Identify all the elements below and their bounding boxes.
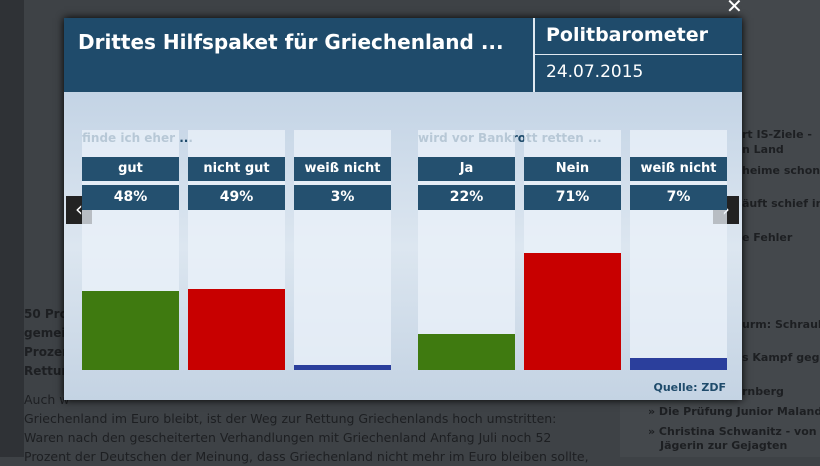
bar xyxy=(524,252,621,370)
text: Auch w xyxy=(24,392,70,407)
text: 50 Pro xyxy=(24,307,68,321)
date: 24.07.2015 xyxy=(546,62,644,82)
category-label: weiß nicht xyxy=(294,157,391,181)
link[interactable]: s Kampf gegen xyxy=(742,351,820,364)
divider xyxy=(535,54,742,55)
link[interactable]: » Die Prüfung Junior Malanda xyxy=(648,405,820,418)
brand: Politbarometer xyxy=(546,24,708,46)
link[interactable]: urm: Schraube, xyxy=(742,318,820,331)
close-button[interactable]: ✕ xyxy=(726,0,743,18)
lightbox: Drittes Hilfspaket für Griechenland ... … xyxy=(64,18,742,400)
value-label: 71% xyxy=(524,185,621,210)
category-label: nicht gut xyxy=(188,157,285,181)
link[interactable]: e Fehler xyxy=(742,231,793,244)
text: Griechenland im Euro bleibt, ist der Weg… xyxy=(24,411,557,426)
bar xyxy=(294,365,391,370)
bar xyxy=(630,358,727,370)
title: Drittes Hilfspaket für Griechenland ... xyxy=(78,30,504,54)
category-label: gut xyxy=(82,157,179,181)
link[interactable]: heime schon xyxy=(742,164,820,177)
category-label: weiß nicht xyxy=(630,157,727,181)
link[interactable]: n Land xyxy=(742,143,784,156)
text: gemei xyxy=(24,326,66,340)
value-label: 49% xyxy=(188,185,285,210)
bar xyxy=(82,290,179,370)
category-label: Nein xyxy=(524,157,621,181)
bar xyxy=(418,333,515,370)
link[interactable]: Jägerin zur Gejagten xyxy=(660,439,788,452)
link[interactable]: äuft schief in xyxy=(742,197,820,210)
left-text: 50 Pro gemei Prozen Rettun xyxy=(24,305,71,381)
category-label: Ja xyxy=(418,157,515,181)
text: Prozen xyxy=(24,345,71,359)
page-edge xyxy=(0,0,24,457)
bar xyxy=(188,289,285,370)
divider xyxy=(533,18,535,92)
link[interactable]: rnberg xyxy=(742,385,784,398)
value-label: 7% xyxy=(630,185,727,210)
header: Drittes Hilfspaket für Griechenland ... … xyxy=(64,18,742,92)
link[interactable]: » Christina Schwanitz - von der xyxy=(648,425,820,438)
article: Auch w Griechenland im Euro bleibt, ist d… xyxy=(24,390,589,466)
value-label: 48% xyxy=(82,185,179,210)
link[interactable]: rt IS-Ziele - xyxy=(742,128,812,141)
value-label: 3% xyxy=(294,185,391,210)
text: Rettun xyxy=(24,364,70,378)
value-label: 22% xyxy=(418,185,515,210)
source: Quelle: ZDF xyxy=(653,381,727,394)
text: Waren nach den gescheiterten Verhandlung… xyxy=(24,430,552,445)
